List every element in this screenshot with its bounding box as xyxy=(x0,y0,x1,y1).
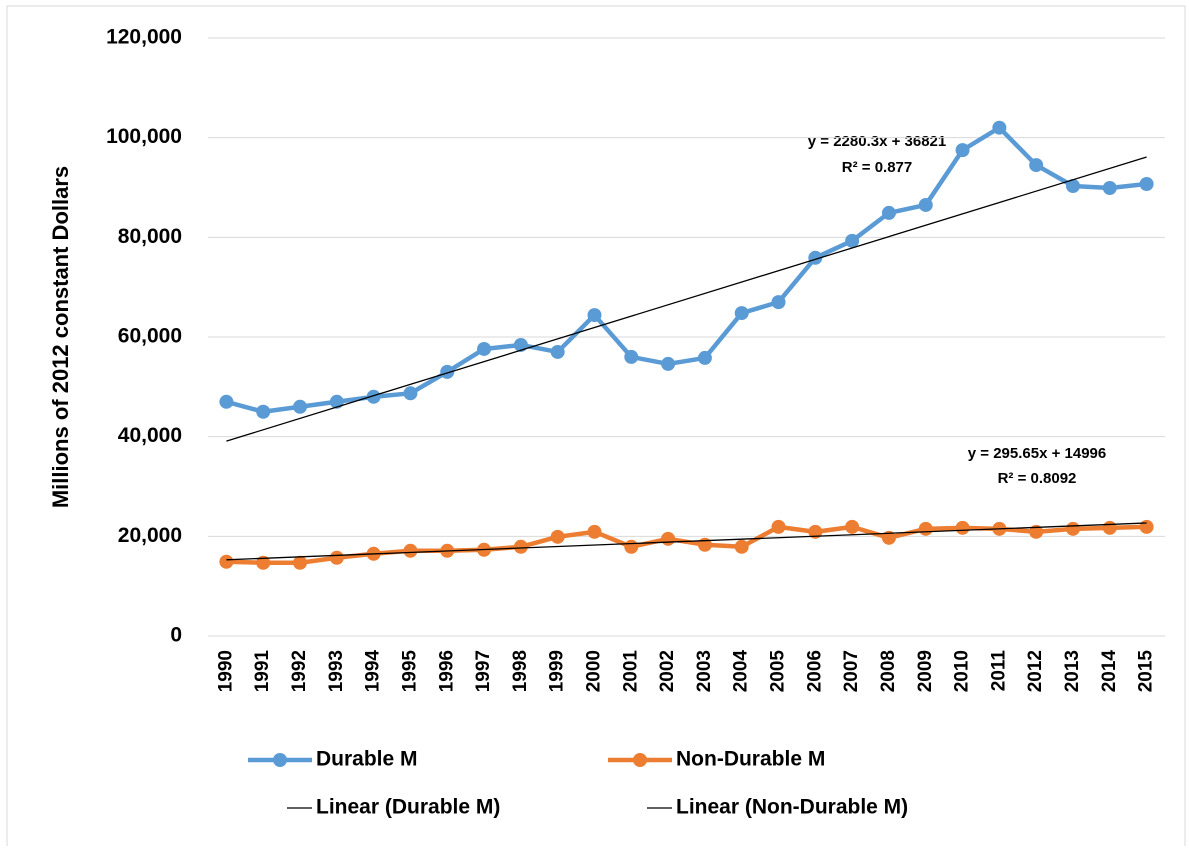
point xyxy=(1139,177,1154,192)
point xyxy=(1102,180,1117,195)
y-tick-label: 0 xyxy=(170,624,182,647)
x-tick-label: 2011 xyxy=(988,650,1009,692)
point xyxy=(808,250,823,265)
point xyxy=(293,399,308,414)
point xyxy=(403,386,418,401)
point xyxy=(1029,524,1044,539)
x-tick-label: 1992 xyxy=(289,650,310,692)
legend-label: Linear (Non-Durable M) xyxy=(676,796,908,819)
point xyxy=(550,344,565,359)
y-tick-label: 40,000 xyxy=(118,424,182,447)
x-tick-label: 2009 xyxy=(915,650,936,692)
point xyxy=(403,543,418,558)
x-tick-label: 2003 xyxy=(694,650,715,692)
y-axis-title: Millions of 2012 constant Dollars xyxy=(48,166,73,508)
point xyxy=(256,555,271,570)
legend-marker xyxy=(633,753,647,767)
series-line xyxy=(226,524,1147,565)
point xyxy=(366,389,381,404)
x-tick-label: 2012 xyxy=(1025,650,1046,692)
legend-label: Non-Durable M xyxy=(676,748,825,771)
point xyxy=(1029,158,1044,173)
point xyxy=(955,520,970,535)
trend-r2: R² = 0.877 xyxy=(842,159,912,176)
point xyxy=(550,529,565,544)
x-tick-label: 1998 xyxy=(510,650,531,692)
point xyxy=(513,337,528,352)
point xyxy=(1139,519,1154,534)
y-tick-label: 80,000 xyxy=(118,225,182,248)
y-tick-label: 120,000 xyxy=(106,26,182,49)
trendline xyxy=(226,522,1147,561)
point xyxy=(513,539,528,554)
x-tick-label: 2010 xyxy=(952,650,973,692)
point xyxy=(955,143,970,158)
point xyxy=(293,555,308,570)
x-tick-label: 2004 xyxy=(731,650,752,693)
y-tick-label: 60,000 xyxy=(118,325,182,348)
point xyxy=(1065,179,1080,194)
point xyxy=(771,295,786,310)
point xyxy=(881,205,896,220)
point xyxy=(661,356,676,371)
x-tick-label: 2001 xyxy=(620,650,641,693)
legend-label: Linear (Durable M) xyxy=(316,796,500,819)
point xyxy=(697,350,712,365)
x-tick-label: 2015 xyxy=(1136,650,1157,693)
x-tick-label: 2005 xyxy=(768,650,789,693)
series-line xyxy=(225,125,1147,414)
point xyxy=(808,524,823,539)
legend-marker xyxy=(273,753,287,767)
x-tick-label: 2007 xyxy=(841,650,862,692)
point xyxy=(881,530,896,545)
point xyxy=(477,341,492,356)
y-tick-label: 100,000 xyxy=(106,125,182,148)
x-tick-label: 2013 xyxy=(1062,650,1083,692)
point xyxy=(734,539,749,554)
y-tick-label: 20,000 xyxy=(118,524,182,547)
point xyxy=(1102,520,1117,535)
x-tick-label: 1991 xyxy=(252,650,273,693)
point xyxy=(918,521,933,536)
x-tick-label: 1993 xyxy=(326,650,347,692)
point xyxy=(771,519,786,534)
point xyxy=(587,524,602,539)
x-tick-label: 1996 xyxy=(436,650,457,692)
x-tick-label: 1999 xyxy=(547,650,568,692)
point xyxy=(256,404,271,419)
point xyxy=(661,531,676,546)
x-tick-label: 2002 xyxy=(657,650,678,692)
point xyxy=(734,306,749,321)
chart-border xyxy=(6,5,1186,851)
x-tick-label: 1997 xyxy=(473,650,494,692)
trendline xyxy=(226,156,1147,442)
point xyxy=(329,394,344,409)
trend-equation: y = 2280.3x + 36821 xyxy=(808,133,946,150)
x-tick-label: 2014 xyxy=(1099,650,1120,693)
x-tick-label: 1994 xyxy=(363,650,384,693)
x-tick-label: 1990 xyxy=(215,650,236,692)
point xyxy=(845,519,860,534)
point xyxy=(918,197,933,212)
legend-label: Durable M xyxy=(316,748,418,771)
point xyxy=(219,394,234,409)
point xyxy=(845,233,860,248)
trend-equation: y = 295.65x + 14996 xyxy=(968,445,1106,462)
x-tick-label: 2000 xyxy=(583,650,604,692)
x-tick-label: 2006 xyxy=(804,650,825,692)
x-tick-label: 2008 xyxy=(878,650,899,692)
point xyxy=(329,550,344,565)
point xyxy=(624,349,639,364)
trend-r2: R² = 0.8092 xyxy=(998,470,1077,487)
point xyxy=(624,539,639,554)
point xyxy=(440,364,455,379)
x-tick-label: 1995 xyxy=(399,650,420,693)
point xyxy=(587,308,602,323)
point xyxy=(1065,521,1080,536)
point xyxy=(219,554,234,569)
point xyxy=(992,120,1007,135)
